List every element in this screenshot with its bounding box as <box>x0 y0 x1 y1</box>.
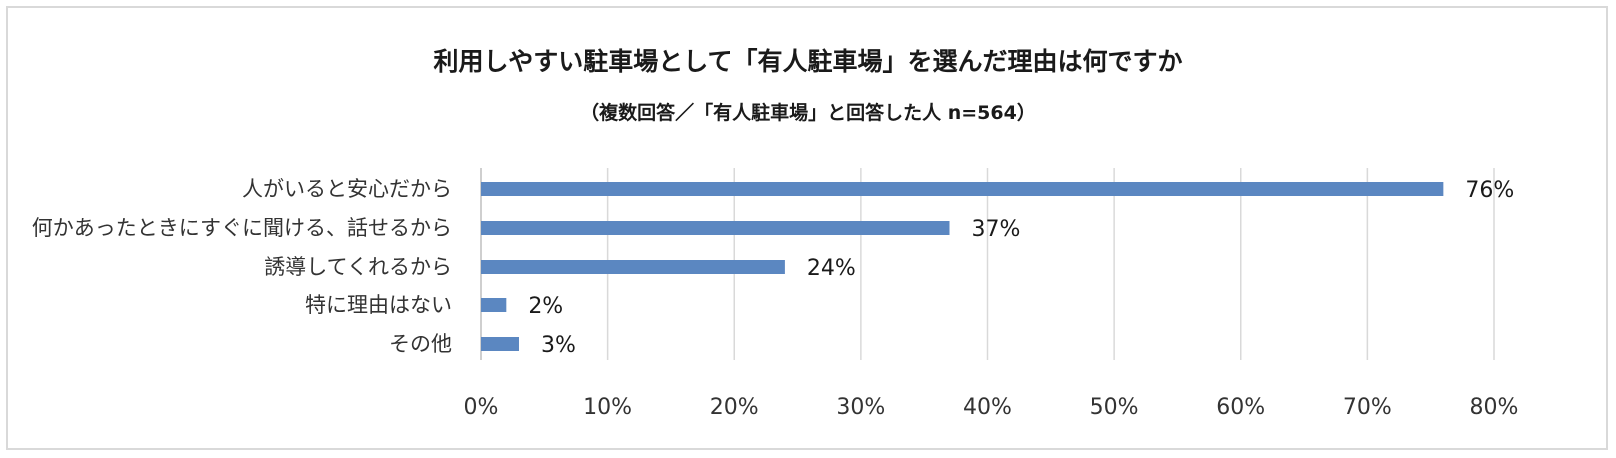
category-label: 人がいると安心だから <box>242 177 452 201</box>
bar <box>481 260 785 274</box>
bar <box>481 298 507 312</box>
bar <box>481 337 519 351</box>
category-label: 誘導してくれるから <box>264 255 452 279</box>
x-tick-label: 80% <box>1470 395 1519 420</box>
data-label: 37% <box>972 217 1021 242</box>
x-tick-label: 60% <box>1216 395 1265 420</box>
data-label: 24% <box>807 256 856 281</box>
category-labels: 人がいると安心だから何かあったときにすぐに聞ける、話せるから誘導してくれるから特… <box>32 177 452 356</box>
chart-title: 利用しやすい駐車場として「有人駐車場」を選んだ理由は何ですか <box>433 47 1183 76</box>
bars <box>481 182 1444 351</box>
category-label: その他 <box>389 332 452 356</box>
x-tick-label: 50% <box>1090 395 1139 420</box>
x-tick-label: 30% <box>836 395 885 420</box>
gridlines <box>480 168 1495 360</box>
bar <box>481 221 950 235</box>
bar <box>481 182 1444 196</box>
x-tick-label: 20% <box>710 395 759 420</box>
x-tick-label: 0% <box>464 395 499 420</box>
data-label: 3% <box>541 333 576 358</box>
x-tick-label: 40% <box>963 395 1012 420</box>
data-label: 76% <box>1465 178 1514 203</box>
x-tick-label: 10% <box>583 395 632 420</box>
chart-subtitle: （複数回答／「有人駐車場」と回答した人 n=564） <box>580 102 1036 124</box>
category-label: 何かあったときにすぐに聞ける、話せるから <box>32 216 452 240</box>
x-tick-labels: 0% 10% 20% 30% 40% 50% 60% 70% 80% <box>464 395 1519 420</box>
data-label: 2% <box>528 294 563 319</box>
data-labels: 76% 37% 24% 2% 3% <box>528 178 1514 358</box>
x-tick-label: 70% <box>1343 395 1392 420</box>
category-label: 特に理由はない <box>305 293 452 317</box>
